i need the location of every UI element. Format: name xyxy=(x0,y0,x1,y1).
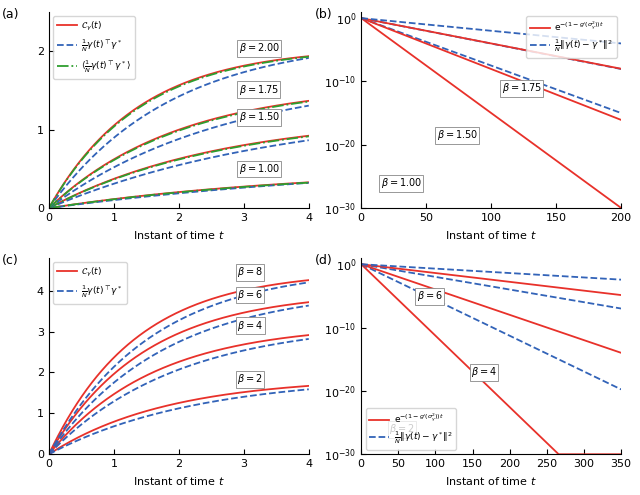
Text: (c): (c) xyxy=(2,254,19,267)
X-axis label: Instant of time $t$: Instant of time $t$ xyxy=(445,475,537,487)
Text: $\beta = 1.50$: $\beta = 1.50$ xyxy=(239,110,280,124)
Text: $\beta = 1.75$: $\beta = 1.75$ xyxy=(502,81,542,95)
X-axis label: Instant of time $t$: Instant of time $t$ xyxy=(133,229,225,241)
Text: (a): (a) xyxy=(2,8,20,21)
Text: $\beta = 1.00$: $\beta = 1.00$ xyxy=(239,162,280,176)
Text: $\beta = 1.00$: $\beta = 1.00$ xyxy=(381,176,422,190)
Legend: $\mathrm{e}^{-(1-g^{\prime}(\sigma_{\gamma}^2))t}$, $\frac{1}{N}\|\gamma(t)-\gam: $\mathrm{e}^{-(1-g^{\prime}(\sigma_{\gam… xyxy=(526,16,616,58)
Text: $\beta = 6$: $\beta = 6$ xyxy=(237,288,263,302)
Text: $\beta = 6$: $\beta = 6$ xyxy=(417,289,443,303)
Text: $\beta = 1.75$: $\beta = 1.75$ xyxy=(239,83,279,97)
Text: $\beta = 4$: $\beta = 4$ xyxy=(237,319,263,333)
Text: (d): (d) xyxy=(314,254,332,267)
Text: $\beta = 2.00$: $\beta = 2.00$ xyxy=(239,41,280,55)
X-axis label: Instant of time $t$: Instant of time $t$ xyxy=(445,229,537,241)
Legend: $\mathcal{C}_{\gamma}(t)$, $\frac{1}{N}\gamma(t)^\top\gamma^*$: $\mathcal{C}_{\gamma}(t)$, $\frac{1}{N}\… xyxy=(53,262,127,304)
Text: $\beta = 2$: $\beta = 2$ xyxy=(237,372,263,386)
Text: $\beta = 8$: $\beta = 8$ xyxy=(237,265,263,279)
Text: $\beta = 4$: $\beta = 4$ xyxy=(471,365,497,379)
Legend: $\mathcal{C}_{\gamma}(t)$, $\frac{1}{N}\gamma(t)^\top\gamma^*$, $\langle\frac{1}: $\mathcal{C}_{\gamma}(t)$, $\frac{1}{N}\… xyxy=(53,16,135,79)
Legend: $\mathrm{e}^{-(1-g^{\prime}(\sigma_{\gamma}^2))t}$, $\frac{1}{N}\|\gamma(t)-\gam: $\mathrm{e}^{-(1-g^{\prime}(\sigma_{\gam… xyxy=(366,408,456,450)
Text: $\beta = 1.50$: $\beta = 1.50$ xyxy=(436,129,478,143)
Text: (b): (b) xyxy=(314,8,332,21)
Text: $\beta = 2$: $\beta = 2$ xyxy=(390,422,415,436)
X-axis label: Instant of time $t$: Instant of time $t$ xyxy=(133,475,225,487)
